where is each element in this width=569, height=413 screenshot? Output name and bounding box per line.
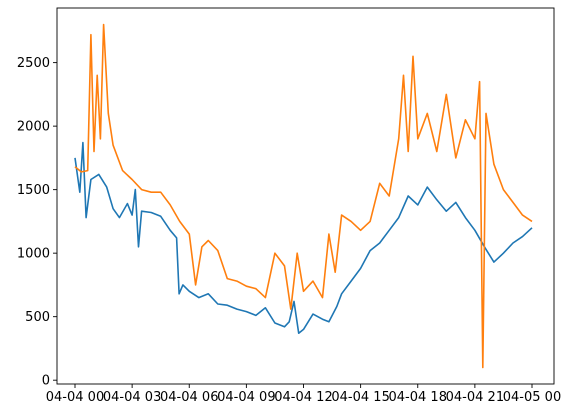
y-tick-label: 0 — [42, 374, 50, 389]
x-tick-label: 04-04 15 — [331, 390, 389, 405]
y-tick-label: 1000 — [17, 247, 50, 262]
y-tick-label: 2000 — [17, 120, 50, 135]
x-tick-label: 04-04 09 — [217, 390, 275, 405]
y-tick-label: 2500 — [17, 56, 50, 71]
series-line-1 — [74, 141, 533, 334]
series-line-2 — [74, 23, 533, 369]
x-tick-label: 04-04 00 — [46, 390, 104, 405]
x-tick-label: 04-04 12 — [274, 390, 332, 405]
axes-frame — [56, 7, 555, 385]
y-tick-label: 500 — [25, 310, 50, 325]
x-tick-label: 04-04 21 — [446, 390, 504, 405]
series-layer — [74, 23, 533, 369]
x-tick-label: 04-04 03 — [103, 390, 161, 405]
y-tick-label: 1500 — [17, 183, 50, 198]
x-tick-label: 04-04 06 — [160, 390, 218, 405]
x-tick-label: 04-04 18 — [389, 390, 447, 405]
x-tick-label: 04-05 00 — [503, 390, 561, 405]
